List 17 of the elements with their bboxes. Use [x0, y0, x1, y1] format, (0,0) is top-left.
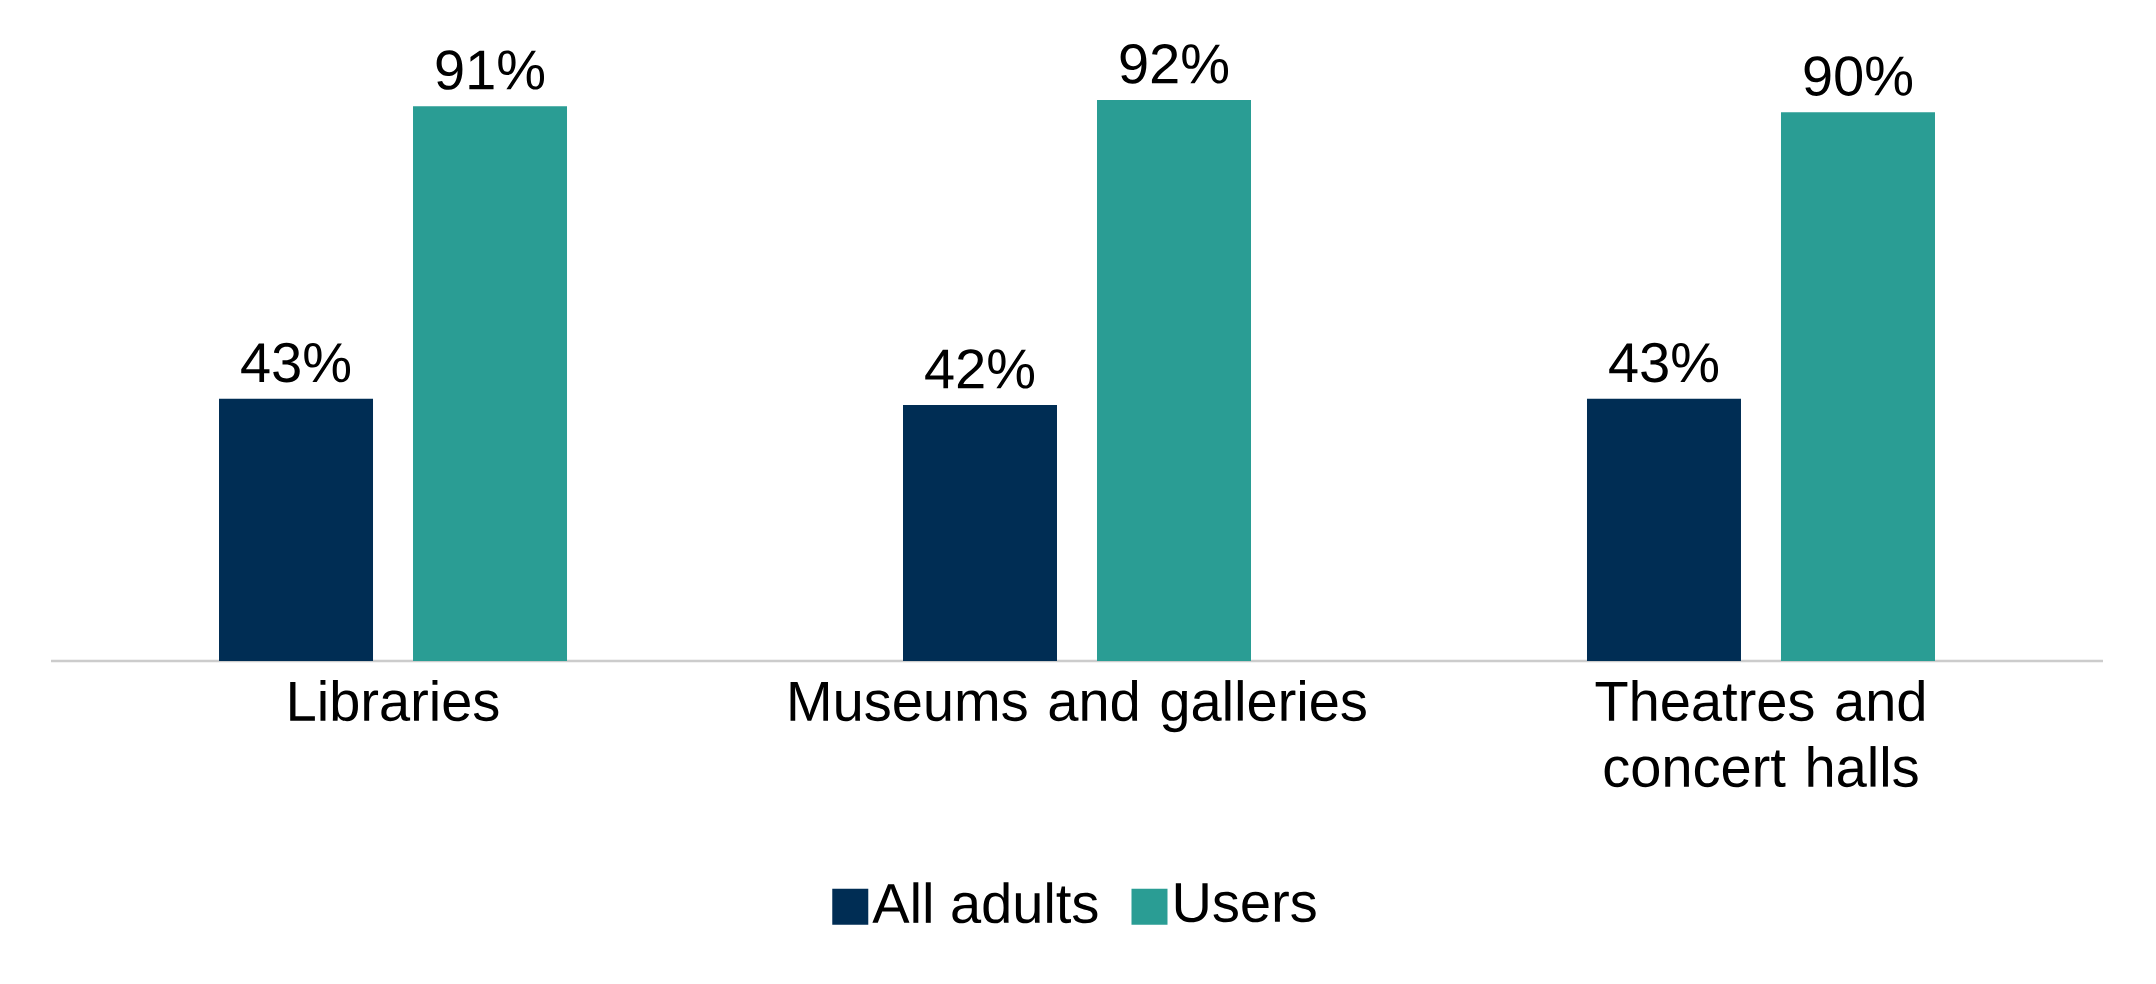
data-label: 43%: [1609, 342, 1719, 383]
data-label: 42%: [925, 349, 1035, 389]
bar: [1097, 100, 1251, 661]
data-label: 91%: [436, 50, 545, 90]
data-label: 92%: [1120, 44, 1229, 84]
x-tick-label: Museums and galleries: [790, 680, 1366, 733]
legend-label: All adults: [872, 882, 1098, 924]
data-label: 90%: [1804, 56, 1913, 96]
x-tick-label: Libraries: [290, 680, 499, 722]
legend-label: Users: [1175, 883, 1316, 923]
bar: [903, 404, 1057, 661]
data-label: 43%: [241, 342, 351, 383]
bar: [413, 106, 568, 661]
bar: [219, 398, 374, 661]
bar: [1587, 398, 1741, 661]
bar: [1780, 112, 1935, 661]
x-tick-label: Theatres and concert halls: [1595, 680, 1924, 788]
